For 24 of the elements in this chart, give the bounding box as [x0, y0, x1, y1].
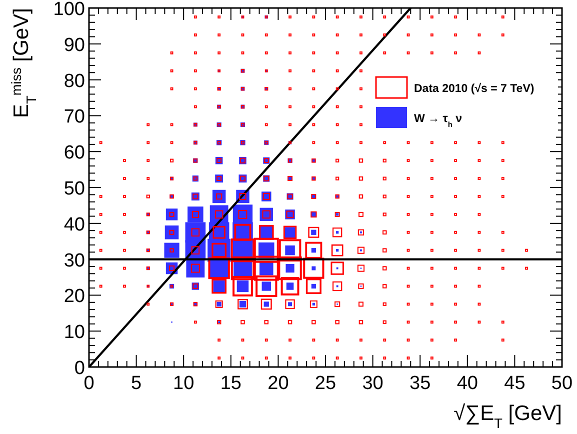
x-tick-label: 35 — [410, 373, 431, 394]
x-axis-title: √∑E$_{T}$ [GeV] — [454, 402, 562, 430]
y-tick-label: 30 — [64, 250, 85, 272]
y-tick-label: 20 — [64, 286, 85, 308]
y-tick-label: 40 — [64, 214, 85, 236]
x-tick-label: 15 — [220, 373, 242, 394]
x-tick-label: 20 — [268, 373, 289, 394]
y-tick-label: 60 — [64, 142, 85, 164]
y-tick-label: 10 — [64, 322, 85, 344]
y-tick-label: 0 — [74, 358, 85, 379]
y-tick-label: 50 — [64, 178, 85, 200]
x-tick-label: 45 — [504, 373, 526, 394]
legend-label: W → τ$_{h}$ ν — [414, 113, 462, 128]
legend-label: Data 2010 (√s = 7 TeV) — [414, 82, 534, 95]
x-tick-label: 50 — [551, 373, 573, 394]
x-tick-label: 30 — [362, 373, 384, 394]
y-tick-label: 70 — [64, 106, 85, 128]
x-tick-label: 40 — [456, 373, 478, 394]
x-tick-label: 5 — [131, 373, 142, 394]
y-tick-label: 100 — [53, 0, 85, 20]
x-tick-label: 10 — [173, 373, 194, 394]
y-tick-label: 80 — [64, 70, 85, 92]
x-tick-label: 25 — [314, 373, 336, 394]
y-tick-label: 90 — [64, 34, 85, 56]
